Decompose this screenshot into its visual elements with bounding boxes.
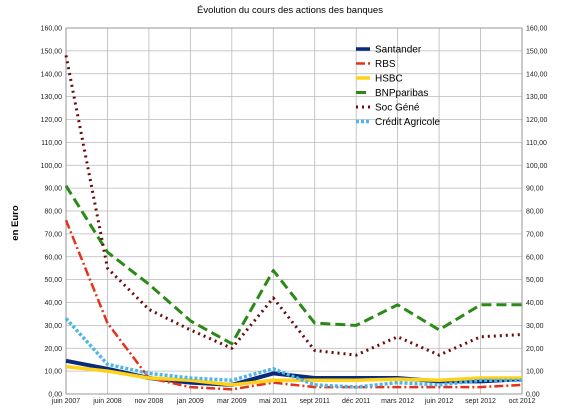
x-tick-label: juin 2008 bbox=[92, 398, 122, 405]
y-tick-label-right: 160,00 bbox=[526, 26, 548, 33]
series-soc-g-n- bbox=[64, 55, 523, 357]
y-tick-label-right: 100,00 bbox=[526, 163, 548, 170]
x-tick-label: oct 2012 bbox=[509, 398, 536, 405]
series-line bbox=[64, 317, 522, 389]
y-tick-label-left: 100,00 bbox=[41, 163, 63, 170]
y-tick-label-right: 60,00 bbox=[526, 254, 544, 261]
y-tick-label-right: 10,00 bbox=[526, 369, 544, 376]
y-tick-label-right: 50,00 bbox=[526, 277, 544, 284]
x-tick-label: mar 2009 bbox=[217, 398, 247, 405]
legend-label: Santander bbox=[375, 45, 422, 56]
series-hsbc bbox=[65, 364, 522, 387]
x-tick-label: juin 2012 bbox=[424, 398, 454, 405]
y-tick-label-left: 120,00 bbox=[41, 117, 63, 124]
y-tick-label-left: 10,00 bbox=[44, 369, 62, 376]
series-layer bbox=[64, 55, 523, 391]
chart-title: Évolution du cours des actions des banqu… bbox=[197, 5, 383, 16]
y-tick-label-left: 30,00 bbox=[44, 323, 62, 330]
y-tick-label-right: 0,00 bbox=[526, 392, 540, 399]
legend-label: Soc Géné bbox=[375, 103, 420, 114]
y-tick-label-left: 150,00 bbox=[41, 48, 63, 55]
x-tick-label: mars 2012 bbox=[381, 398, 414, 405]
legend-label: Crédit Agricole bbox=[375, 117, 440, 128]
y-tick-label-left: 40,00 bbox=[44, 300, 62, 307]
x-tick-label: mai 2011 bbox=[259, 398, 287, 405]
y-tick-label-left: 90,00 bbox=[44, 186, 62, 193]
y-tick-label-right: 20,00 bbox=[526, 346, 544, 353]
legend-label: BNPparibas bbox=[375, 88, 428, 99]
y-tick-label-left: 50,00 bbox=[44, 277, 62, 284]
y-tick-label-right: 30,00 bbox=[526, 323, 544, 330]
y-tick-label-left: 0,00 bbox=[48, 392, 62, 399]
legend-label: RBS bbox=[375, 59, 396, 70]
y-tick-label-right: 140,00 bbox=[526, 71, 548, 78]
y-tick-label-left: 20,00 bbox=[44, 346, 62, 353]
x-tick-label: déc 2011 bbox=[342, 398, 370, 405]
x-tick-label: juin 2007 bbox=[51, 398, 81, 405]
legend: Santander RBS HSBC BNPparibas Soc Géné Crédit… bbox=[356, 45, 440, 128]
series-cr-dit-agricole bbox=[64, 317, 522, 389]
axes: 0,00 0,00 10,00 10,00 20,00 20,00 30,00 30,00 40… bbox=[41, 26, 548, 406]
series-rbs bbox=[64, 219, 523, 391]
x-tick-label: sept 2012 bbox=[465, 398, 496, 405]
y-tick-label-left: 130,00 bbox=[41, 94, 63, 101]
series-line bbox=[64, 219, 523, 391]
series-line bbox=[65, 364, 522, 387]
x-tick-label: jan 2009 bbox=[176, 398, 204, 405]
series-line bbox=[64, 55, 523, 357]
y-tick-label-left: 70,00 bbox=[44, 231, 62, 238]
y-tick-label-left: 80,00 bbox=[44, 209, 62, 216]
x-tick-label: sept 2011 bbox=[300, 398, 330, 405]
y-tick-label-left: 60,00 bbox=[44, 254, 62, 261]
y-tick-label-right: 90,00 bbox=[526, 186, 544, 193]
legend-label: HSBC bbox=[375, 74, 403, 85]
y-tick-label-left: 110,00 bbox=[41, 140, 62, 147]
plot-frame bbox=[65, 27, 523, 395]
y-tick-label-right: 80,00 bbox=[526, 209, 544, 216]
y-tick-label-left: 140,00 bbox=[41, 71, 63, 78]
grid bbox=[65, 27, 523, 395]
y-tick-label-right: 130,00 bbox=[526, 94, 548, 101]
y-tick-label-left: 160,00 bbox=[41, 26, 63, 33]
y-tick-label-right: 70,00 bbox=[526, 231, 544, 238]
x-tick-label: nov 2008 bbox=[135, 398, 164, 405]
y-tick-label-right: 150,00 bbox=[526, 48, 548, 55]
series-bnpparibas bbox=[64, 185, 522, 346]
y-axis-label: en Euro bbox=[10, 205, 21, 241]
y-tick-label-right: 110,00 bbox=[526, 140, 547, 147]
y-tick-label-right: 40,00 bbox=[526, 300, 544, 307]
series-line bbox=[64, 185, 522, 346]
y-tick-label-right: 120,00 bbox=[526, 117, 548, 124]
